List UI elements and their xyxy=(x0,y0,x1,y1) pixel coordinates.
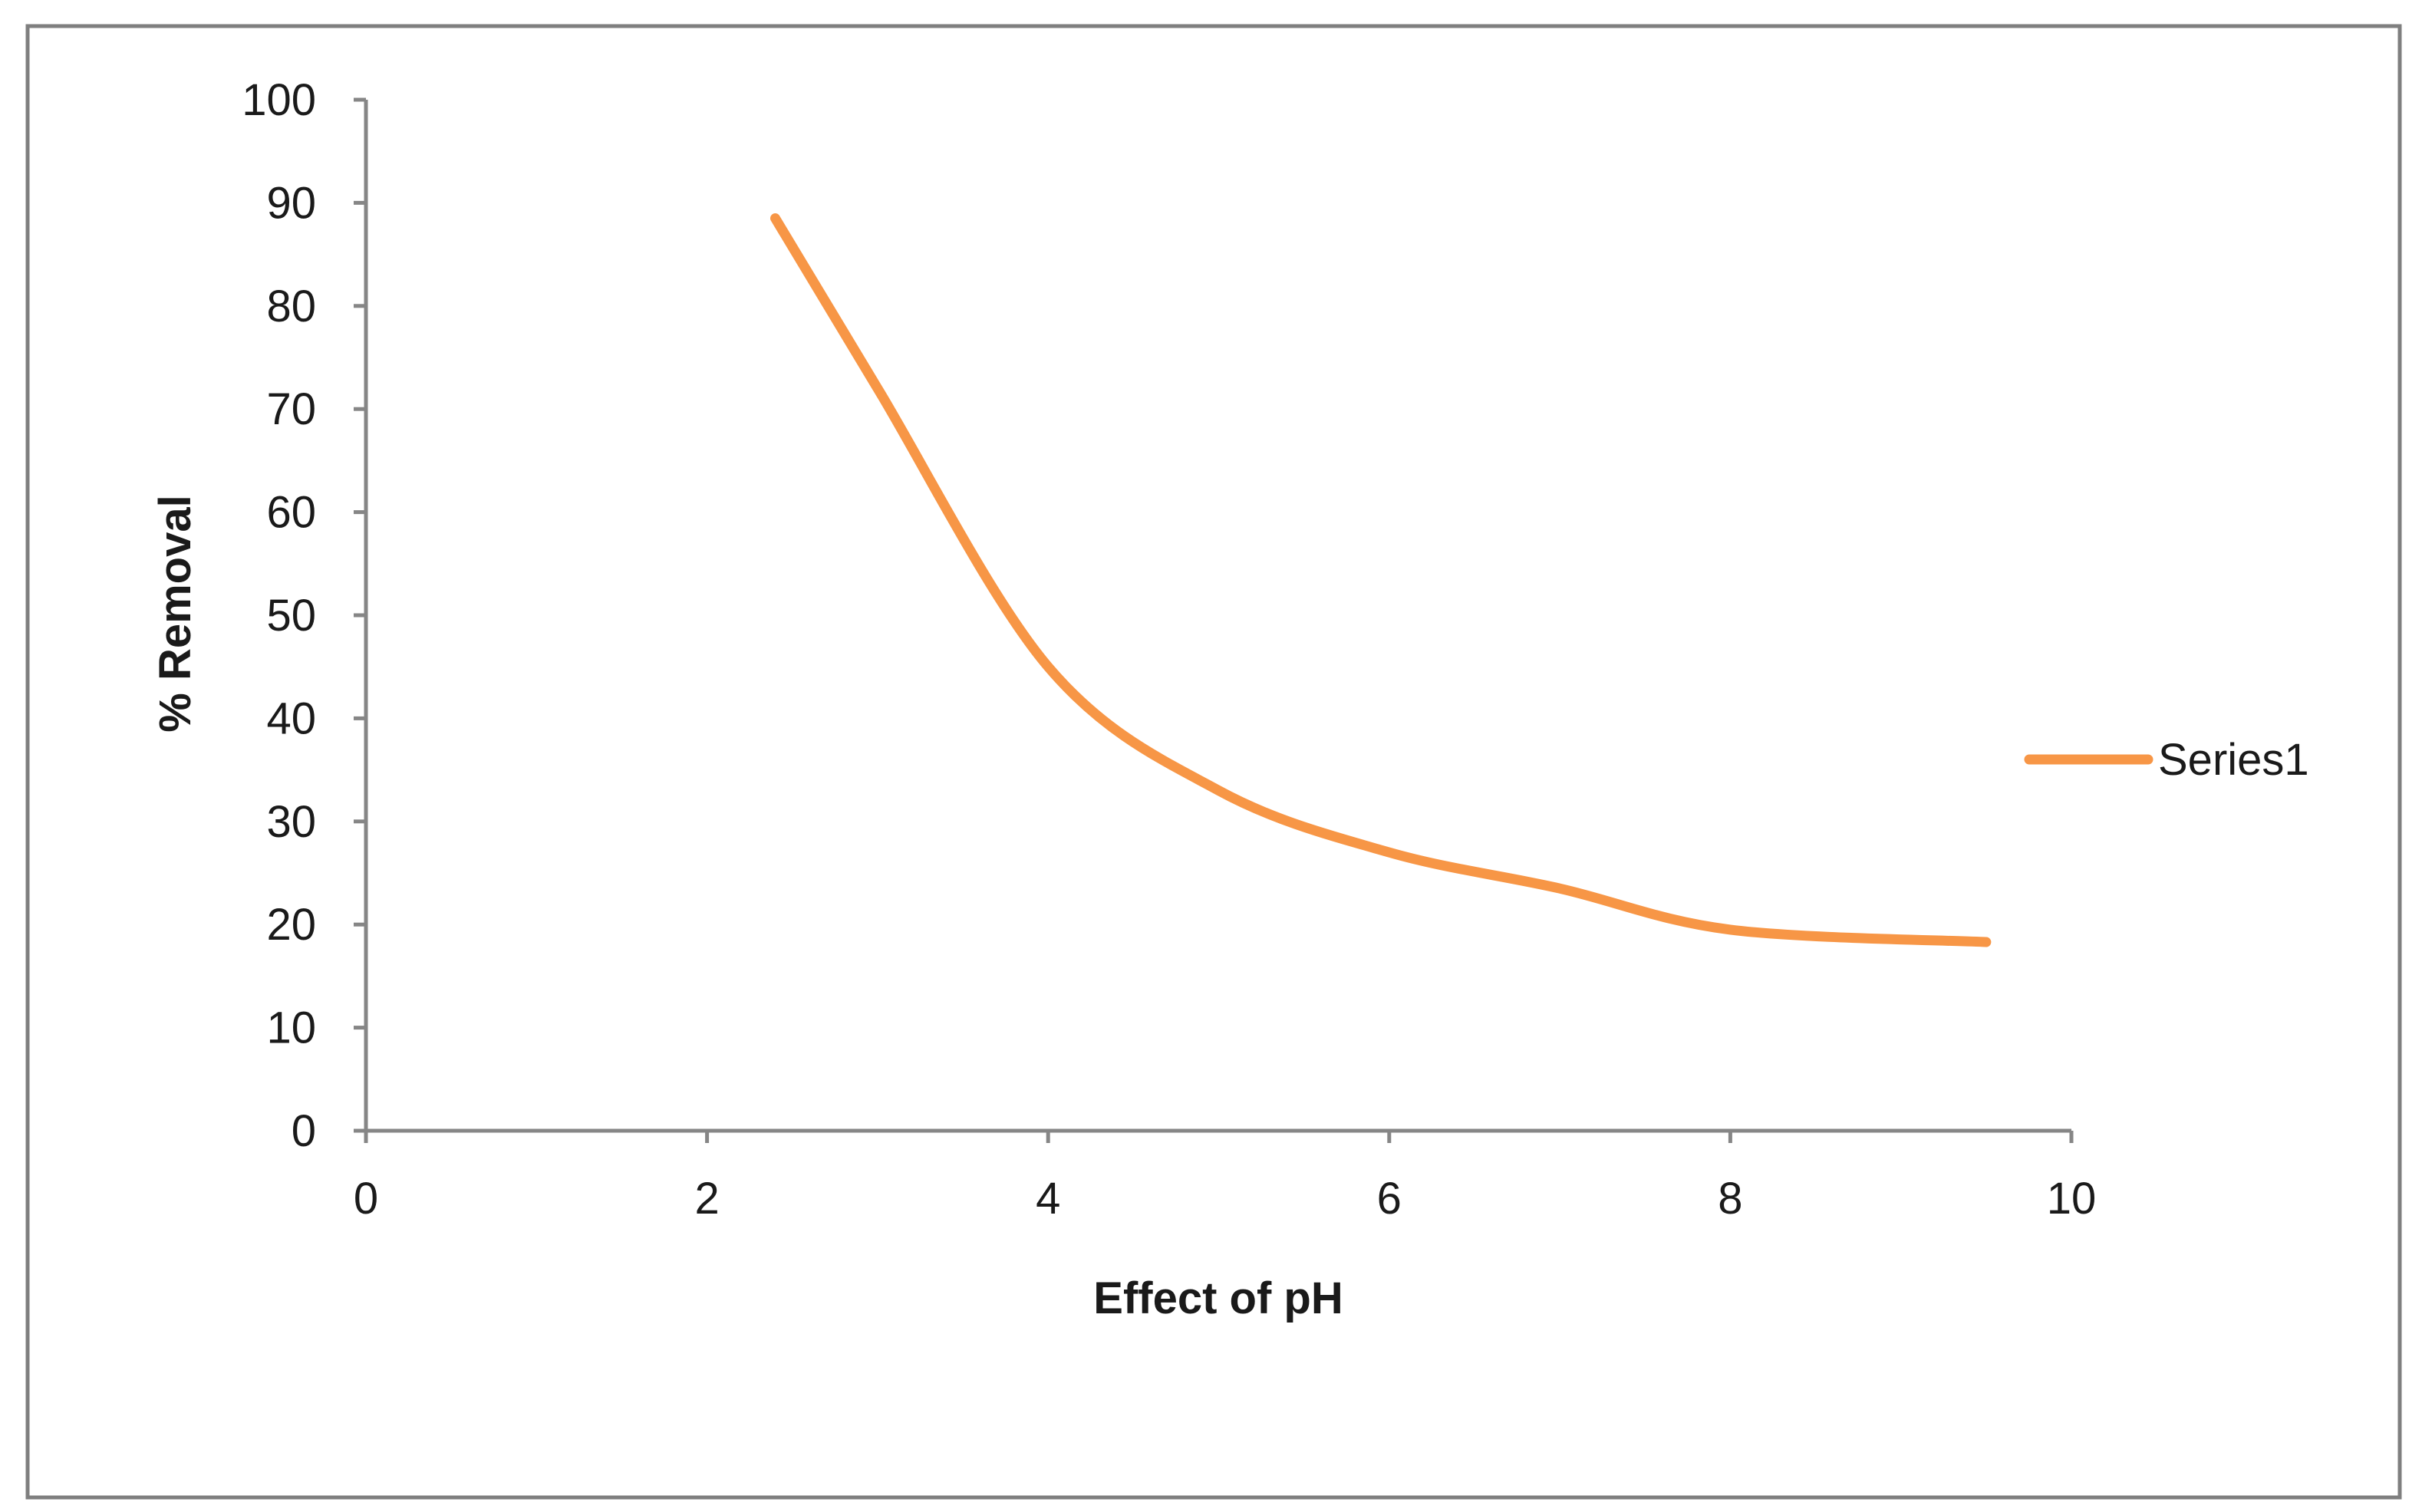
x-axis-title: Effect of pH xyxy=(1093,1273,1343,1323)
x-tick-label: 2 xyxy=(694,1174,719,1224)
x-tick-label: 8 xyxy=(1718,1174,1742,1224)
x-tick-label: 0 xyxy=(354,1174,378,1224)
y-tick-label: 10 xyxy=(266,1003,316,1053)
legend: Series1 xyxy=(2024,735,2309,785)
y-tick-label: 80 xyxy=(266,282,316,331)
y-tick-label: 30 xyxy=(266,797,316,847)
y-tick-label: 60 xyxy=(266,488,316,538)
x-tick-label: 10 xyxy=(2047,1174,2097,1224)
legend-label: Series1 xyxy=(2158,735,2309,785)
plot-area: 0 10 20 30 40 50 60 70 80 90 100 0 2 4 6 8 10 xyxy=(242,75,2096,1224)
y-tick-label: 100 xyxy=(242,75,316,125)
y-tick-label: 20 xyxy=(266,900,316,950)
y-tick-label: 70 xyxy=(266,384,316,434)
chart-frame-border xyxy=(25,24,2402,1500)
x-tick-label: 6 xyxy=(1377,1174,1402,1224)
y-tick-label: 90 xyxy=(266,178,316,228)
series-line xyxy=(770,213,1992,947)
y-tick-label: 40 xyxy=(266,693,316,743)
x-tick-label: 4 xyxy=(1036,1174,1060,1224)
y-axis-title: % Removal xyxy=(150,495,200,732)
y-tick-label: 0 xyxy=(292,1106,316,1156)
y-tick-label: 50 xyxy=(266,591,316,641)
